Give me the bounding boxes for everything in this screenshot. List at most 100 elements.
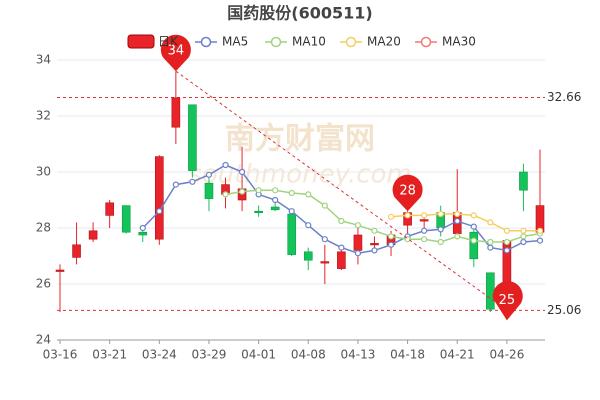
ma-line [390, 213, 540, 232]
ma-point [238, 168, 246, 176]
ma-point [354, 222, 362, 229]
ma-point [454, 233, 461, 240]
x-tick-label: 04-21 [440, 348, 475, 362]
ma-point [222, 191, 229, 198]
ma-point [536, 227, 544, 234]
ma-point [238, 188, 246, 195]
ma-point [520, 233, 527, 240]
y-tick-label: 26 [36, 277, 51, 291]
candle-body [353, 234, 363, 251]
legend-marker [270, 36, 282, 48]
ma-point [305, 191, 312, 198]
ma-point [421, 236, 428, 243]
x-tick-label: 04-26 [489, 348, 524, 362]
ma-point [387, 213, 395, 220]
candle-body [320, 261, 330, 264]
ma-point [338, 217, 345, 225]
ma-point [387, 241, 395, 248]
candle-body [287, 213, 297, 255]
ma-point [404, 212, 411, 219]
y-tick-label: 32 [36, 109, 51, 123]
candle-body [171, 97, 181, 128]
ma-point [503, 247, 510, 254]
ma-line [225, 189, 541, 243]
pin-marker [160, 34, 191, 72]
ma-point [520, 238, 527, 246]
ma-point [321, 236, 328, 243]
y-tick-label: 24 [36, 333, 51, 347]
candle-body [72, 244, 81, 258]
legend-label: 日K [158, 35, 179, 49]
x-tick-label: 03-29 [192, 348, 227, 362]
candle-body [188, 104, 197, 171]
pin-label: 28 [399, 184, 416, 199]
ma-point [156, 208, 163, 215]
candle-body [486, 272, 495, 310]
ma-point [189, 178, 196, 185]
ma-point [255, 187, 262, 194]
candle-body [138, 231, 148, 236]
ma-point [272, 187, 279, 194]
candle-body [155, 156, 164, 240]
candle-body [55, 269, 65, 272]
price-line-label: 32.66 [547, 90, 581, 104]
candle-body [519, 171, 528, 191]
ma-point [354, 250, 362, 257]
candle-body [88, 230, 98, 240]
ma-point [470, 212, 477, 219]
candle-body [303, 251, 313, 261]
ma-point [338, 244, 345, 251]
x-tick-label: 03-24 [142, 348, 177, 362]
legend-label: MA5 [222, 35, 248, 49]
ma-point [437, 238, 444, 246]
legend-swatch [127, 34, 155, 49]
ma-point [371, 247, 378, 254]
ma-point [172, 181, 179, 188]
x-tick-label: 04-18 [390, 348, 425, 362]
pin-marker [392, 174, 423, 212]
candle-body [370, 243, 379, 246]
ma-point [437, 226, 444, 233]
ma-point [454, 210, 461, 218]
ma-point [487, 219, 494, 226]
trend-line [175, 70, 508, 311]
watermark: 南方财富网 [225, 122, 375, 157]
x-tick-label: 03-16 [43, 348, 78, 362]
y-tick-label: 34 [36, 53, 51, 67]
legend-label: MA30 [442, 35, 476, 49]
ma-point [288, 189, 295, 197]
candle-body [419, 219, 429, 222]
x-tick-label: 04-08 [291, 348, 326, 362]
legend-label: MA10 [292, 35, 326, 49]
ma-point [288, 208, 295, 215]
pin-label: 34 [168, 44, 185, 59]
ma-point [222, 161, 229, 169]
ma-point [536, 237, 544, 244]
x-tick-label: 04-13 [340, 348, 375, 362]
ma-point [371, 227, 378, 234]
pin-marker [492, 281, 523, 321]
candle-body [105, 202, 114, 216]
ma-point [437, 210, 444, 218]
candle-body [254, 210, 263, 213]
ma-point [470, 237, 477, 244]
ma-point [470, 223, 477, 230]
ma-point [503, 227, 510, 234]
y-tick-label: 28 [36, 221, 51, 235]
candle-body [121, 205, 131, 233]
legend-marker [420, 36, 432, 48]
candle-body [337, 251, 346, 269]
pin: 25 [492, 281, 523, 321]
ma-point [305, 222, 312, 229]
ma-point [421, 227, 428, 234]
pin: 28 [392, 174, 423, 212]
ma-point [487, 238, 494, 246]
ma-point [387, 233, 395, 240]
ma-point [139, 224, 146, 232]
y-tick-label: 30 [36, 165, 51, 179]
candle-body [270, 206, 280, 211]
legend-marker [345, 36, 357, 48]
pin-label: 25 [499, 293, 516, 308]
ma-point [454, 217, 461, 225]
ma-point [272, 196, 279, 204]
